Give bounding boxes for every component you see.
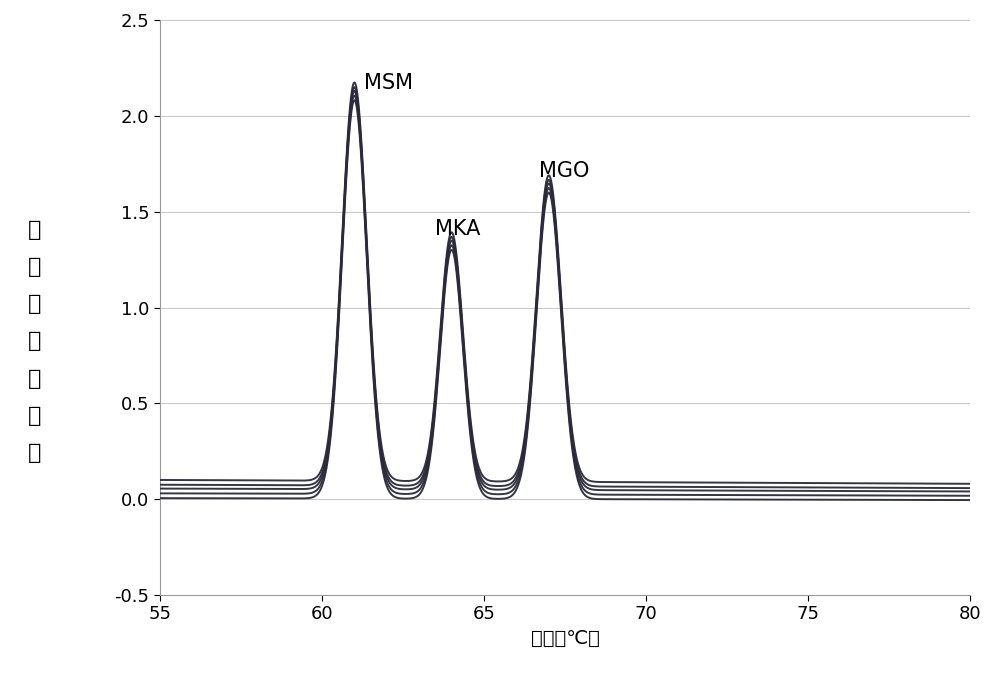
Text: 倒: 倒 xyxy=(28,368,42,389)
Text: 光: 光 xyxy=(28,257,42,277)
X-axis label: 温度（℃）: 温度（℃） xyxy=(531,629,599,648)
Text: 値: 値 xyxy=(28,443,42,463)
Text: 号: 号 xyxy=(28,331,42,352)
Text: 荧: 荧 xyxy=(28,220,42,240)
Text: 信: 信 xyxy=(28,294,42,314)
Text: MSM: MSM xyxy=(364,73,413,93)
Text: MKA: MKA xyxy=(435,218,481,239)
Text: 数: 数 xyxy=(28,406,42,426)
Text: MGO: MGO xyxy=(539,161,589,181)
